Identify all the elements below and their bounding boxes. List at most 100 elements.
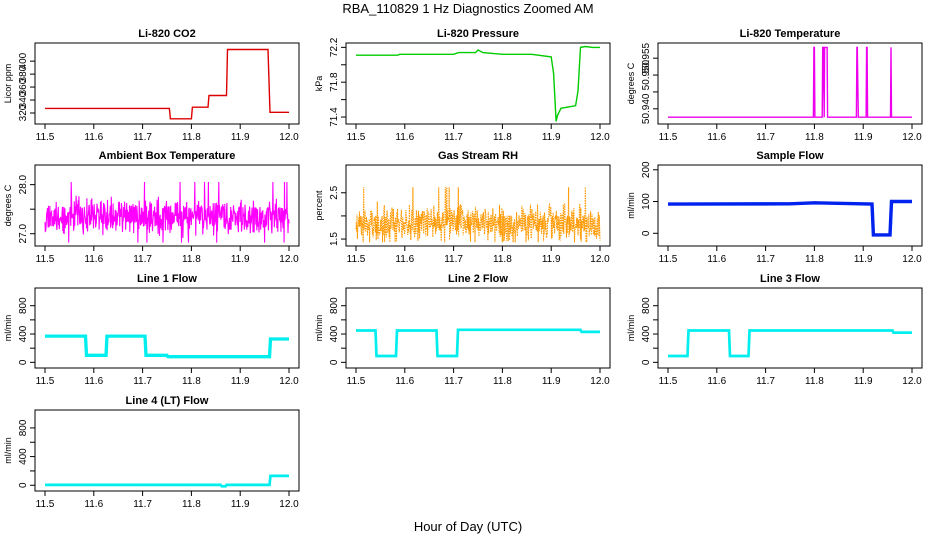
y-tick-label: 28.0 (18, 174, 29, 194)
plot-frame (34, 409, 300, 492)
x-tick-label: 11.8 (805, 254, 824, 265)
y-tick-label: 800 (18, 419, 29, 436)
chart-panel: Line 2 Flow 11.5 11.6 11.7 11.8 11.9 12.0 0 400 8… (314, 273, 611, 387)
x-tick-label: 11.7 (756, 132, 775, 143)
y-tick-label: 50.950 (641, 59, 652, 90)
plot-frame (34, 164, 300, 247)
panel-title: Line 2 Flow (448, 273, 508, 285)
x-tick-label: 11.6 (395, 376, 414, 387)
x-tick-label: 11.9 (542, 254, 561, 265)
x-tick-label: 11.9 (542, 132, 561, 143)
panel-title: Li-820 Pressure (437, 28, 519, 40)
x-tick-label: 11.5 (659, 132, 678, 143)
plot-frame (34, 42, 300, 125)
x-tick-label: 12.0 (279, 499, 299, 510)
series-line (667, 199, 912, 237)
series-line (356, 45, 600, 122)
x-tick-label: 11.5 (659, 254, 678, 265)
y-tick-label: 400 (329, 325, 340, 342)
chart-panel: Li-820 Pressure 11.5 11.6 11.7 11.8 11.9 12.0 7… (314, 28, 611, 143)
x-tick-label: 11.8 (805, 132, 824, 143)
y-tick-label: 800 (18, 297, 29, 314)
y-tick-label: 400 (18, 448, 29, 465)
y-axis-label: degrees C (626, 62, 636, 104)
panel-title: Li-820 Temperature (740, 28, 841, 40)
x-tick-label: 11.8 (182, 376, 201, 387)
x-tick-label: 11.9 (231, 376, 250, 387)
x-tick-label: 11.5 (36, 254, 55, 265)
series-line (45, 48, 289, 120)
x-tick-label: 11.9 (854, 254, 873, 265)
x-tick-label: 11.8 (493, 132, 512, 143)
x-tick-label: 11.7 (133, 254, 152, 265)
y-tick-label: 200 (641, 161, 652, 178)
panel-title: Line 3 Flow (760, 273, 820, 285)
x-tick-label: 11.8 (182, 254, 201, 265)
x-tick-label: 11.5 (36, 132, 55, 143)
series-line (45, 334, 289, 359)
y-tick-label: 50.955 (641, 42, 652, 73)
figure-title: RBA_110829 1 Hz Diagnostics Zoomed AM (342, 1, 593, 16)
x-tick-label: 11.5 (347, 254, 366, 265)
x-tick-label: 11.9 (231, 499, 250, 510)
x-tick-label: 11.7 (756, 376, 775, 387)
y-tick-label: 0 (329, 359, 340, 365)
x-tick-label: 11.6 (707, 254, 726, 265)
plot-frame (34, 287, 300, 369)
y-tick-label: 50.940 (641, 93, 652, 124)
y-tick-label: 0 (641, 359, 652, 365)
x-tick-label: 11.7 (133, 376, 152, 387)
series-line (44, 181, 290, 243)
x-axis-label: Hour of Day (UTC) (414, 519, 522, 534)
y-tick-label: 320 (18, 104, 29, 121)
x-tick-label: 11.8 (182, 132, 201, 143)
y-tick-label: 1.5 (329, 232, 340, 246)
panel-title: Line 4 (LT) Flow (126, 395, 209, 407)
x-tick-label: 11.7 (444, 376, 463, 387)
x-tick-label: 11.8 (182, 499, 201, 510)
panels-grid: Li-820 CO2 11.5 11.6 11.7 11.8 11.9 12.0 320340… (3, 28, 923, 510)
x-tick-label: 12.0 (902, 254, 922, 265)
y-tick-label: 400 (641, 325, 652, 342)
x-tick-label: 11.8 (493, 254, 512, 265)
y-axis-label: ml/min (626, 315, 636, 342)
chart-panel: Line 1 Flow 11.5 11.6 11.7 11.8 11.9 12.0 0 400 8… (3, 273, 300, 387)
y-tick-label: 800 (641, 297, 652, 314)
y-tick-label: 2.5 (329, 185, 340, 199)
x-tick-label: 12.0 (902, 376, 922, 387)
chart-panel: Line 4 (LT) Flow 11.5 11.6 11.7 11.8 11.9 12.0… (3, 395, 300, 510)
y-tick-label: 100 (641, 193, 652, 210)
panel-title: Li-820 CO2 (138, 28, 195, 40)
y-tick-label: 0 (641, 230, 652, 236)
x-tick-label: 11.7 (444, 254, 463, 265)
x-tick-label: 11.6 (84, 254, 103, 265)
y-tick-label: 800 (329, 297, 340, 314)
chart-panel: Sample Flow 11.5 11.6 11.7 11.8 11.9 12.0 0 100 2… (626, 150, 923, 265)
y-axis-label: Licor ppm (3, 64, 13, 104)
x-tick-label: 12.0 (590, 132, 610, 143)
x-tick-label: 11.6 (707, 132, 726, 143)
x-tick-label: 11.6 (395, 254, 414, 265)
x-tick-label: 12.0 (590, 376, 610, 387)
y-tick-label: 360 (18, 78, 29, 95)
x-tick-label: 11.8 (805, 376, 824, 387)
x-tick-label: 11.6 (707, 376, 726, 387)
series-line (45, 474, 289, 488)
y-tick-label: 71.8 (329, 72, 340, 92)
x-tick-label: 11.7 (133, 132, 152, 143)
y-tick-label: 400 (18, 52, 29, 69)
y-tick-label: 400 (18, 325, 29, 342)
x-tick-label: 12.0 (902, 132, 922, 143)
chart-panel: Ambient Box Temperature 11.5 11.6 11.7 11.8 1… (3, 150, 300, 265)
chart-panel: Gas Stream RH 11.5 11.6 11.7 11.8 11.9 12.0 1.5… (314, 150, 611, 265)
x-tick-label: 11.7 (756, 254, 775, 265)
y-tick-label: 0 (18, 359, 29, 365)
x-tick-label: 11.9 (231, 132, 250, 143)
plot-frame (345, 164, 611, 247)
y-axis-label: percent (314, 190, 324, 221)
x-tick-label: 11.9 (231, 254, 250, 265)
x-tick-label: 11.5 (36, 376, 55, 387)
y-axis-label: kPa (314, 76, 324, 92)
x-tick-label: 11.5 (659, 376, 678, 387)
